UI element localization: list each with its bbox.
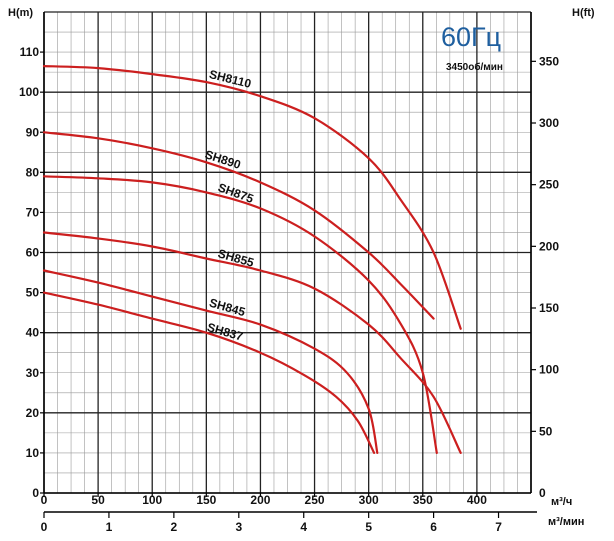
y-left-tick-label: 90 xyxy=(26,125,40,139)
series-curve-sh875 xyxy=(42,175,438,454)
y-left-tick-label: 100 xyxy=(19,85,39,99)
series-curve-sh890 xyxy=(42,131,435,320)
x-tick-label: 250 xyxy=(305,493,325,507)
frequency-label: 60Гц xyxy=(441,22,501,52)
x-tick-label: 0 xyxy=(41,493,48,507)
x2-tick-label: 3 xyxy=(235,520,242,534)
x-tick-label: 200 xyxy=(250,493,270,507)
y-right-tick-label: 300 xyxy=(539,116,559,130)
y-right-tick-label: 50 xyxy=(539,424,553,438)
x-tick-label: 150 xyxy=(196,493,216,507)
series-label: SH855 xyxy=(216,246,255,270)
y-left-tick-label: 70 xyxy=(26,205,40,219)
x2-tick-label: 4 xyxy=(300,520,307,534)
series-label: SH837 xyxy=(206,320,245,344)
x2-tick-label: 5 xyxy=(365,520,372,534)
series-curve-sh837 xyxy=(42,291,376,454)
speed-label: 3450об/мин xyxy=(446,61,503,73)
y-left-tick-label: 40 xyxy=(26,326,40,340)
y-left-tick-label: 50 xyxy=(26,286,40,300)
y-right-tick-label: 150 xyxy=(539,301,559,315)
x-tick-label: 300 xyxy=(359,493,379,507)
series-curves xyxy=(42,65,462,454)
x2-tick-label: 7 xyxy=(495,520,502,534)
y-left-axis-title: H(m) xyxy=(8,7,33,19)
series-curve-sh8110 xyxy=(42,65,462,330)
y-right-tick-label: 0 xyxy=(539,486,546,500)
x-axis-unit-label: м³/ч xyxy=(551,496,572,508)
y-left-tick-label: 80 xyxy=(26,165,40,179)
y-left-tick-label: 30 xyxy=(26,366,40,380)
y-right-tick-label: 350 xyxy=(539,54,559,68)
x-tick-label: 400 xyxy=(467,493,487,507)
x-tick-label: 50 xyxy=(91,493,105,507)
series-curve-sh855 xyxy=(42,231,462,454)
y-left-tick-label: 0 xyxy=(32,486,39,500)
series-curve-sh845 xyxy=(42,269,379,454)
x2-axis-unit-label: м³/мин xyxy=(548,516,584,528)
x2-tick-label: 6 xyxy=(430,520,437,534)
y-left-tick-label: 20 xyxy=(26,406,40,420)
grid xyxy=(43,11,532,494)
x2-tick-label: 0 xyxy=(41,520,48,534)
y-right-axis-title: H(ft) xyxy=(572,7,595,19)
y-right-tick-label: 100 xyxy=(539,363,559,377)
y-right-tick-label: 200 xyxy=(539,239,559,253)
x-tick-label: 350 xyxy=(413,493,433,507)
y-right-tick-label: 250 xyxy=(539,178,559,192)
x2-tick-label: 1 xyxy=(106,520,113,534)
y-left-tick-label: 60 xyxy=(26,246,40,260)
y-left-tick-label: 110 xyxy=(20,45,40,59)
x-tick-label: 100 xyxy=(142,493,162,507)
series-label: SH875 xyxy=(216,180,256,206)
x2-tick-label: 2 xyxy=(171,520,178,534)
y-left-tick-label: 10 xyxy=(26,446,40,460)
